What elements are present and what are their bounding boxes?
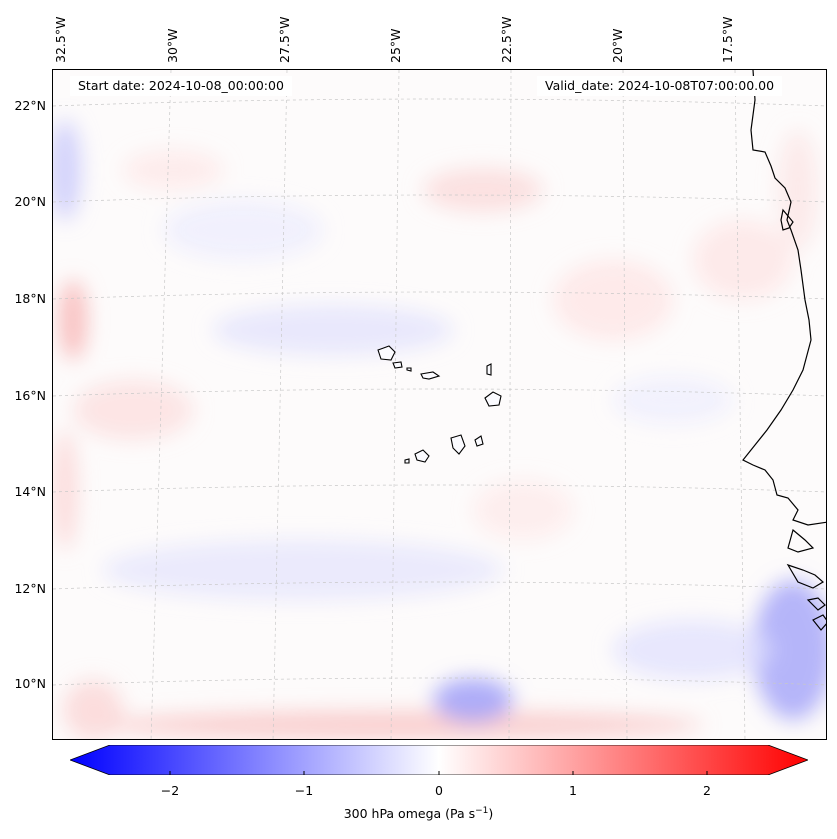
lat-label-12n: 12°N xyxy=(14,581,46,596)
lat-label-10n: 10°N xyxy=(14,676,46,691)
colorbar-label: 300 hPa omega (Pa s−1) xyxy=(0,806,837,821)
colorbar-label-exponent: −1 xyxy=(475,806,489,816)
colorbar-svg xyxy=(68,744,810,776)
lat-label-14n: 14°N xyxy=(14,484,46,499)
lat-label-20n: 20°N xyxy=(14,194,46,209)
lon-label-17-5w: 17.5°W xyxy=(720,16,735,63)
island-sao-nicolau xyxy=(420,371,441,380)
colorbar-label-main: 300 hPa omega (Pa s xyxy=(343,806,476,822)
lon-label-22-5w: 22.5°W xyxy=(499,16,514,63)
lon-label-32-5w: 32.5°W xyxy=(53,16,68,63)
lat-label-18n: 18°N xyxy=(14,291,46,306)
map-panel[interactable] xyxy=(52,69,827,740)
island-santa-luzia xyxy=(406,367,412,372)
omega-field-shading xyxy=(53,120,826,739)
colorbar-tick-1: 1 xyxy=(569,783,577,798)
island-santo-antao xyxy=(377,345,396,361)
island-brava xyxy=(404,458,410,464)
island-santiago xyxy=(450,434,466,455)
coastline xyxy=(742,70,826,631)
lon-label-20w: 20°W xyxy=(610,28,625,63)
island-boa-vista xyxy=(484,391,502,407)
lat-label-16n: 16°N xyxy=(14,388,46,403)
island-sao-vicente xyxy=(392,361,403,369)
colorbar-tick-neg2: −2 xyxy=(160,783,180,798)
island-fogo xyxy=(414,449,430,463)
colorbar-tick-2: 2 xyxy=(703,783,711,798)
lon-label-30w: 30°W xyxy=(165,28,180,63)
valid-date-label: Valid_date: 2024-10-08T07:00:00.00 xyxy=(537,76,783,96)
colorbar-tick-neg1: −1 xyxy=(294,783,314,798)
island-maio xyxy=(474,435,484,447)
island-sal xyxy=(486,363,492,376)
lat-label-22n: 22°N xyxy=(14,98,46,113)
graticule xyxy=(53,70,826,739)
lon-label-27-5w: 27.5°W xyxy=(277,16,292,63)
colorbar-gradient xyxy=(68,744,810,776)
cape-verde-islands xyxy=(377,345,502,464)
colorbar-label-end: ) xyxy=(488,806,494,822)
start-date-label: Start date: 2024-10-08_00:00:00 xyxy=(70,76,292,96)
colorbar xyxy=(68,744,810,776)
lon-label-25w: 25°W xyxy=(388,28,403,63)
colorbar-tick-0: 0 xyxy=(435,783,443,798)
omega-field-map xyxy=(53,70,826,739)
